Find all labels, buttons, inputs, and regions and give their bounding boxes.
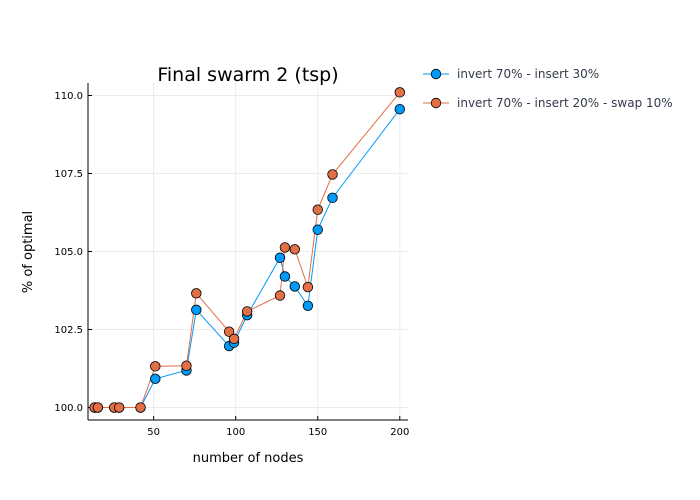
data-point-series-2 (191, 288, 202, 299)
data-point-series-2 (394, 87, 405, 98)
data-point-series-1 (150, 373, 161, 385)
y-tick-label: 107.5 (54, 169, 83, 180)
legend-entry-1: invert 70% - insert 30% (457, 67, 599, 81)
data-point-series-2 (135, 402, 146, 413)
data-point-series-2 (223, 326, 235, 337)
y-tick-label: 100.0 (54, 403, 83, 414)
data-point-series-2 (312, 204, 323, 215)
y-tick-label: 102.5 (54, 325, 83, 336)
data-point-series-2 (113, 402, 125, 413)
legend-entry-2: invert 70% - insert 20% - swap 10% (457, 96, 673, 110)
x-tick-label: 50 (147, 427, 160, 438)
data-point-series-1 (394, 104, 405, 115)
x-tick-label: 150 (308, 427, 327, 438)
x-axis-label: number of nodes (193, 451, 304, 466)
data-point-series-2 (181, 360, 192, 371)
series-line-1 (94, 108, 401, 409)
data-point-series-2 (92, 402, 104, 413)
x-tick-label: 200 (390, 427, 409, 438)
data-point-series-2 (327, 169, 338, 180)
grid (88, 83, 408, 420)
legend-marker-2 (430, 97, 442, 109)
data-point-series-1 (279, 271, 291, 282)
data-point-series-2 (302, 281, 314, 293)
data-point-series-1 (191, 304, 202, 316)
data-point-series-2 (289, 244, 300, 255)
data-point-series-2 (274, 290, 286, 301)
series-line-2 (94, 92, 401, 409)
y-tick-label: 105.0 (54, 247, 83, 258)
y-axis-label: % of optimal (21, 211, 36, 293)
ticks: 50 100 150 200 100.0 102.5 105.0 107.5 110.0 (54, 91, 409, 438)
data-point-series-2 (150, 361, 161, 372)
legend: invert 70% - insert 30% invert 70% - inse… (423, 67, 673, 110)
data-point-series-2 (228, 333, 240, 345)
data-point-series-2 (279, 242, 291, 253)
data-point-series-1 (302, 300, 314, 311)
series-group (89, 87, 405, 413)
legend-marker-1 (430, 68, 442, 80)
data-point-series-1 (327, 192, 338, 204)
x-tick-label: 100 (226, 427, 245, 438)
chart-title: Final swarm 2 (tsp) (157, 64, 338, 86)
data-point-series-1 (274, 252, 286, 263)
data-point-series-2 (241, 306, 253, 317)
data-point-series-1 (289, 281, 300, 292)
data-point-series-1 (312, 224, 323, 235)
y-tick-label: 110.0 (54, 91, 83, 102)
